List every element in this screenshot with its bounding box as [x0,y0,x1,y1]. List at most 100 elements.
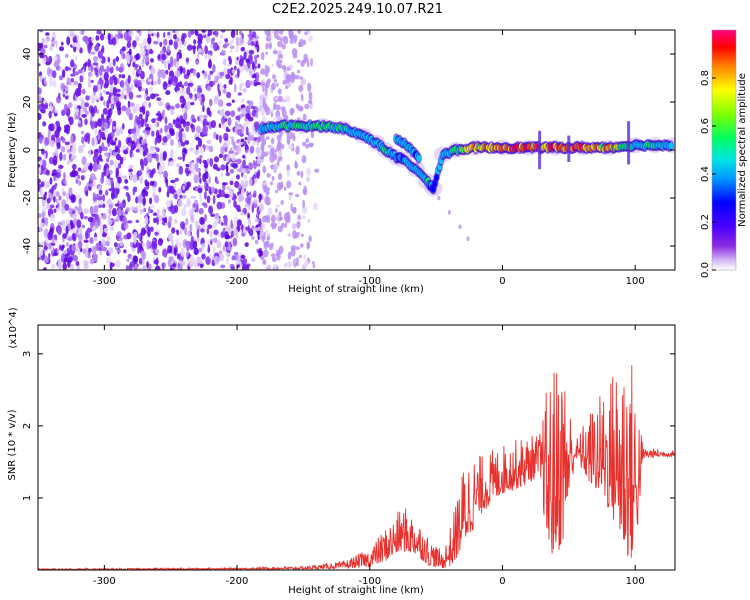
noise-speckle [98,204,102,208]
noise-speckle [276,251,281,261]
noise-speckle [271,108,274,114]
noise-speckle [94,128,98,136]
noise-speckle [231,156,237,162]
noise-speckle [262,165,267,174]
noise-speckle [88,247,92,253]
noise-speckle [90,36,94,42]
noise-speckle [89,162,93,172]
noise-speckle [233,228,238,236]
noise-speckle [80,99,86,109]
noise-speckle [107,108,112,119]
noise-speckle [121,105,127,112]
noise-speckle [135,148,140,153]
noise-speckle [196,125,201,134]
noise-speckle [74,71,80,76]
noise-speckle [153,32,157,37]
noise-speckle [112,218,117,223]
noise-speckle [203,204,208,208]
noise-speckle [206,195,211,204]
noise-speckle [132,70,135,76]
noise-speckle [176,230,179,236]
noise-speckle [161,265,165,270]
noise-speckle [292,206,297,214]
noise-speckle [231,255,237,261]
noise-speckle [66,241,69,247]
noise-speckle [146,240,151,250]
noise-speckle [237,145,242,155]
noise-speckle [79,75,84,83]
noise-speckle [102,107,108,115]
noise-speckle [237,264,240,268]
noise-speckle [225,165,229,174]
noise-speckle [244,151,247,157]
noise-speckle [59,66,63,72]
noise-speckle [117,176,122,184]
noise-speckle [154,152,157,160]
noise-speckle [185,124,190,133]
noise-speckle [258,193,263,201]
noise-speckle [121,46,126,52]
noise-speckle [206,227,210,235]
noise-speckle [248,116,254,122]
noise-speckle [190,168,194,174]
noise-speckle [207,224,213,229]
noise-speckle [227,199,231,204]
noise-speckle [141,104,146,115]
noise-speckle [108,247,113,255]
noise-speckle [234,65,237,71]
noise-speckle [249,177,253,187]
noise-speckle [149,204,155,209]
noise-speckle [126,258,130,262]
noise-speckle [116,249,122,253]
noise-speckle [43,193,47,200]
noise-speckle [289,35,296,40]
noise-speckle [90,208,94,214]
noise-speckle [90,120,96,130]
noise-speckle [65,225,69,235]
noise-speckle [209,98,213,107]
noise-speckle [142,50,146,55]
noise-speckle [107,56,111,63]
noise-speckle [264,229,269,235]
noise-speckle [225,257,230,265]
noise-speckle [261,116,267,123]
noise-speckle [156,97,162,101]
noise-speckle [305,138,310,144]
noise-speckle [132,40,137,48]
noise-speckle [186,181,192,188]
noise-speckle [273,162,278,171]
noise-speckle [277,225,283,233]
noise-speckle [95,35,100,41]
noise-speckle [229,180,234,186]
noise-speckle [229,40,233,48]
noise-speckle [60,82,65,92]
noise-speckle [63,124,68,130]
noise-speckle [202,105,205,113]
noise-speckle [220,34,223,39]
noise-speckle [94,221,99,229]
noise-speckle [240,98,245,104]
noise-speckle [120,92,125,99]
noise-speckle [257,223,261,227]
noise-speckle [241,179,244,187]
noise-speckle [219,84,224,92]
noise-speckle [145,54,149,63]
noise-speckle [127,100,131,109]
noise-speckle [190,123,194,129]
noise-speckle [115,259,121,269]
noise-speckle [42,267,47,270]
noise-speckle [38,136,43,144]
noise-speckle [242,159,246,169]
noise-speckle [199,116,203,124]
noise-speckle [248,49,255,55]
noise-speckle [101,45,105,54]
noise-speckle [242,88,247,93]
noise-speckle [51,185,54,195]
noise-speckle [57,246,60,255]
noise-speckle [138,203,142,209]
noise-speckle [41,97,45,102]
noise-speckle [62,91,67,95]
noise-speckle [240,46,246,52]
noise-speckle [121,74,126,79]
noise-speckle [236,46,239,54]
